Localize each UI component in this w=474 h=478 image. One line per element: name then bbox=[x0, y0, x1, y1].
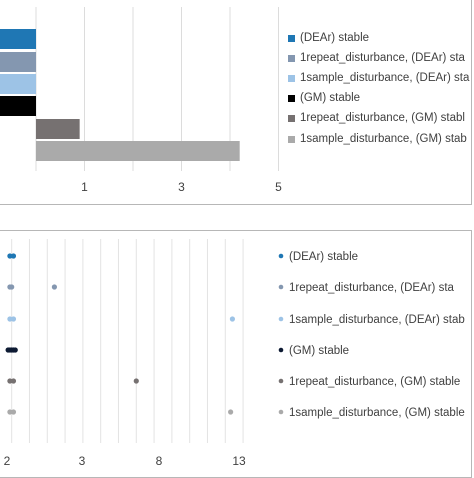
legend-label: 1repeat_disturbance, (DEAr) sta bbox=[300, 52, 466, 64]
legend-marker bbox=[278, 316, 284, 322]
legend-label: (GM) stable bbox=[300, 92, 360, 104]
legend-marker bbox=[278, 253, 284, 259]
legend-label: 1sample_disturbance, (DEAr) sta bbox=[300, 72, 470, 84]
legend-marker bbox=[278, 284, 284, 290]
legend-label: (DEAr) stable bbox=[300, 32, 369, 44]
legend-swatch bbox=[288, 95, 295, 102]
legend-label: 1sample_disturbance, (DEAr) stab bbox=[289, 314, 465, 326]
legend-label: 1sample_disturbance, (GM) stable bbox=[289, 407, 465, 419]
legend-swatch bbox=[288, 75, 295, 82]
bar bbox=[0, 96, 36, 116]
legend-label: 1repeat_disturbance, (DEAr) sta bbox=[289, 282, 455, 294]
data-point bbox=[7, 316, 13, 322]
legend-label: 1repeat_disturbance, (GM) stable bbox=[289, 376, 460, 388]
data-point bbox=[7, 253, 13, 259]
data-point bbox=[133, 378, 139, 384]
bar bbox=[0, 29, 36, 49]
x-tick-label: 8 bbox=[156, 454, 163, 468]
legend-swatch bbox=[288, 115, 295, 122]
legend-marker bbox=[278, 378, 284, 384]
data-point bbox=[7, 409, 13, 415]
data-point bbox=[10, 316, 17, 322]
legend-label: (DEAr) stable bbox=[289, 251, 358, 263]
legend-swatch bbox=[288, 55, 295, 62]
legend-label: 1sample_disturbance, (GM) stab bbox=[300, 133, 467, 145]
legend-marker bbox=[278, 347, 284, 353]
legend-swatch bbox=[288, 35, 295, 42]
legend-label: 1repeat_disturbance, (GM) stabl bbox=[300, 112, 465, 124]
data-point bbox=[7, 378, 13, 384]
bar-chart: 1 3 5 (DEAr) stable 1repeat_disturbance, (DE… bbox=[0, 7, 470, 194]
scatter-chart-panel: 2 3 8 13 (DEAr) stable 1repeat_disturbance, (… bbox=[0, 230, 472, 478]
x-tick-label: 5 bbox=[275, 180, 282, 194]
legend-marker bbox=[278, 409, 284, 415]
scatter-chart: 2 3 8 13 (DEAr) stable 1repeat_disturbance, (… bbox=[4, 239, 465, 468]
data-point bbox=[51, 284, 58, 290]
data-point bbox=[228, 409, 234, 415]
bar bbox=[36, 141, 240, 161]
x-tick-label: 2 bbox=[4, 454, 11, 468]
x-tick-label: 13 bbox=[232, 454, 246, 468]
data-point bbox=[10, 253, 17, 259]
x-tick-label: 1 bbox=[81, 180, 88, 194]
data-point bbox=[12, 347, 18, 353]
bar bbox=[36, 119, 80, 139]
bar bbox=[0, 74, 36, 94]
legend-swatch bbox=[288, 136, 295, 143]
legend-label: (GM) stable bbox=[289, 345, 349, 357]
data-point bbox=[10, 409, 17, 415]
x-tick-label: 3 bbox=[79, 454, 86, 468]
bar-chart-panel: 1 3 5 (DEAr) stable 1repeat_disturbance, (DE… bbox=[0, 0, 472, 205]
data-point bbox=[9, 284, 15, 290]
data-point bbox=[10, 378, 17, 384]
bar bbox=[0, 52, 36, 72]
data-point bbox=[229, 316, 235, 322]
x-tick-label: 3 bbox=[178, 180, 185, 194]
